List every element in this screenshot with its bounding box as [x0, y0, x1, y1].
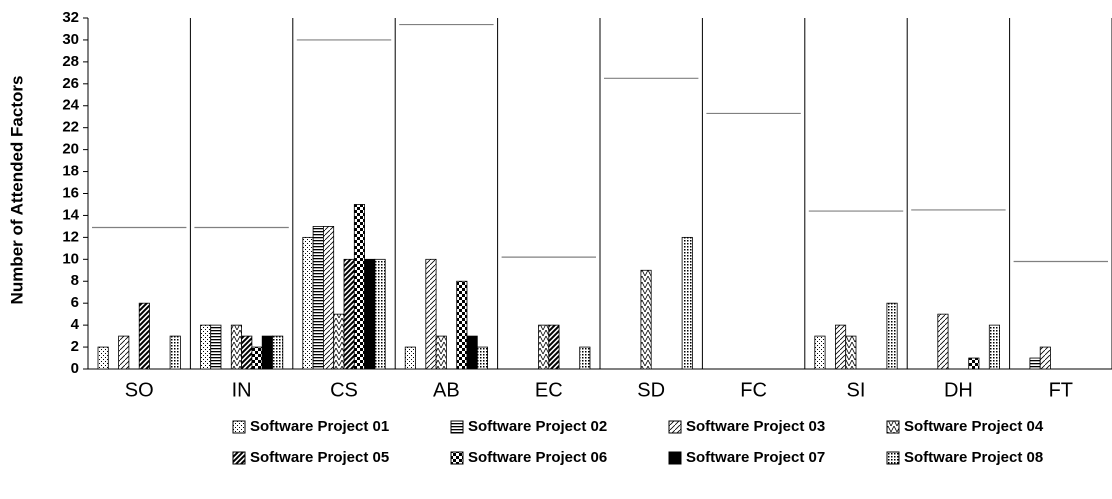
bar — [251, 346, 263, 370]
legend-label: Software Project 08 — [904, 449, 1043, 466]
bar — [1039, 346, 1051, 370]
bar — [199, 324, 212, 370]
y-tick-label: 26 — [62, 75, 79, 92]
bar — [476, 346, 488, 370]
y-tick-label: 14 — [62, 206, 79, 223]
legend-label: Software Project 06 — [468, 449, 607, 466]
x-tick-label: AB — [433, 379, 460, 401]
y-tick-label: 8 — [71, 272, 79, 289]
legend-label: Software Project 02 — [468, 418, 607, 435]
bar — [272, 335, 284, 370]
bar — [425, 258, 437, 370]
bar — [322, 226, 335, 370]
bar — [579, 346, 591, 370]
x-tick-label: IN — [232, 379, 252, 401]
legend-swatch — [232, 420, 246, 434]
bar — [364, 258, 376, 370]
bar — [333, 313, 345, 370]
y-tick-label: 28 — [62, 53, 79, 70]
legend-swatch — [886, 420, 900, 434]
bar — [845, 335, 857, 370]
y-tick-label: 0 — [71, 360, 79, 377]
bar — [814, 335, 826, 370]
y-tick-label: 4 — [71, 316, 80, 333]
y-tick-label: 22 — [62, 119, 79, 136]
y-tick-label: 24 — [62, 97, 79, 114]
bar — [138, 302, 150, 370]
bar — [835, 324, 847, 370]
bar — [210, 324, 222, 370]
bar — [302, 236, 314, 370]
x-tick-label: CS — [330, 379, 358, 401]
x-tick-label: FC — [740, 379, 767, 401]
y-tick-label: 30 — [62, 31, 79, 48]
y-axis-label: Number of Attended Factors — [7, 76, 26, 305]
x-tick-label: SD — [637, 379, 665, 401]
y-tick-label: 16 — [62, 184, 79, 201]
legend-swatch — [668, 420, 682, 434]
bar — [681, 236, 693, 370]
legend-label: Software Project 01 — [250, 418, 389, 435]
bar — [353, 204, 365, 370]
legend-swatch — [668, 451, 682, 465]
bar — [261, 335, 273, 370]
legend-swatch — [886, 451, 900, 465]
x-tick-label: EC — [535, 379, 563, 401]
y-tick-label: 6 — [71, 294, 79, 311]
bar — [886, 302, 898, 370]
bar — [548, 324, 560, 370]
legend-label: Software Project 07 — [686, 449, 825, 466]
x-tick-label: SO — [125, 379, 154, 401]
x-tick-label: FT — [1049, 379, 1073, 401]
legend-label: Software Project 03 — [686, 418, 825, 435]
bar — [988, 324, 1000, 370]
x-tick-label: SI — [847, 379, 866, 401]
bar — [343, 258, 355, 370]
bar — [374, 258, 386, 370]
y-tick-label: 12 — [62, 228, 79, 245]
bar — [640, 269, 652, 370]
bar — [538, 324, 550, 370]
legend-label: Software Project 04 — [904, 418, 1044, 435]
legend-label: Software Project 05 — [250, 449, 389, 466]
bar — [937, 313, 949, 370]
bar — [230, 324, 243, 370]
bar — [312, 226, 324, 370]
legend-swatch — [450, 451, 464, 465]
bar — [404, 346, 416, 370]
y-tick-label: 32 — [62, 9, 79, 26]
bar — [968, 357, 980, 370]
y-tick-label: 10 — [62, 250, 79, 267]
bar — [466, 335, 478, 370]
bar — [1029, 357, 1041, 370]
bar — [97, 346, 109, 370]
y-tick-label: 18 — [62, 163, 79, 180]
legend-swatch — [232, 451, 246, 465]
bar — [241, 335, 253, 370]
y-tick-label: 20 — [62, 141, 79, 158]
bar — [118, 335, 130, 370]
y-tick-label: 2 — [71, 338, 79, 355]
bar — [169, 335, 181, 370]
bar — [456, 280, 468, 370]
bar — [435, 335, 447, 370]
x-tick-label: DH — [944, 379, 973, 401]
legend-swatch — [450, 420, 464, 434]
